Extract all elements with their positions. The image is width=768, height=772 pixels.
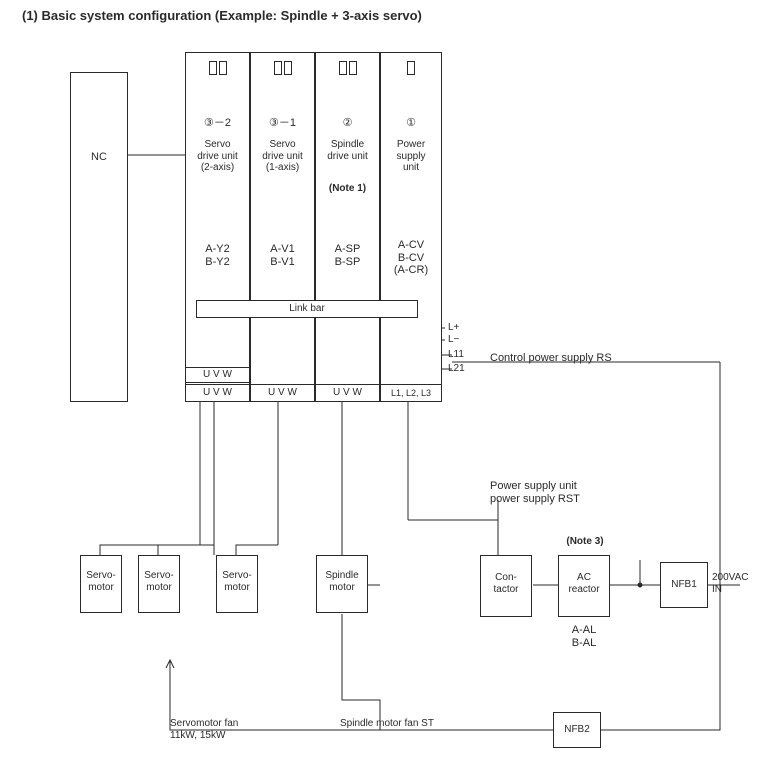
link-bar: Link bar	[196, 300, 418, 318]
page-title: (1) Basic system configuration (Example:…	[22, 8, 422, 23]
label-spindle-fan: Spindle motor fan ST	[340, 718, 434, 730]
unit3-uvw-bot: U V W	[315, 384, 380, 402]
motor-servo-3: Servo- motor	[216, 555, 258, 613]
label-200vac-in: 200VAC IN	[712, 572, 749, 595]
motor-spindle: Spindle motor	[316, 555, 368, 613]
unit1-uvw-bot: U V W	[185, 384, 250, 402]
unit2-conn-icon	[251, 61, 314, 80]
unit2-num: ③－1	[251, 117, 314, 130]
unit3-num: ②	[316, 117, 379, 130]
unit1-uvw-top: U V W	[185, 367, 250, 383]
unit4-l123: L1, L2, L3	[380, 384, 442, 402]
motor-servo-1: Servo- motor	[80, 555, 122, 613]
unit4-codes: A-CV B-CV (A-CR)	[381, 239, 441, 277]
unit2-uvw-bot: U V W	[250, 384, 315, 402]
unit2-name: Servo drive unit (1-axis)	[254, 139, 311, 174]
unit-psu: ① Power supply unit A-CV B-CV (A-CR) L1,…	[380, 52, 442, 402]
unit3-conn-icon	[316, 61, 379, 80]
block-ac-reactor: AC reactor	[558, 555, 610, 617]
motor-servo-2: Servo- motor	[138, 555, 180, 613]
unit3-note: (Note 1)	[316, 183, 379, 195]
label-reactor-codes: A-AL B-AL	[558, 624, 610, 649]
unit1-codes: A-Y2 B-Y2	[186, 243, 249, 268]
unit3-codes: A-SP B-SP	[316, 243, 379, 268]
unit1-conn-icon	[186, 61, 249, 80]
label-psu-rst: Power supply unit power supply RST	[490, 480, 580, 505]
unit4-conn-icon	[381, 61, 441, 80]
nc-label: NC	[71, 151, 127, 164]
unit1-num: ③－2	[186, 117, 249, 130]
label-note3: (Note 3)	[558, 536, 612, 548]
unit4-name: Power supply unit	[384, 139, 438, 174]
label-l21: L21	[448, 363, 465, 375]
unit3-name: Spindle drive unit	[319, 139, 376, 162]
block-nfb1: NFB1	[660, 562, 708, 608]
unit-servo-1axis: ③－1 Servo drive unit (1-axis) A-V1 B-V1 …	[250, 52, 315, 402]
unit-servo-2axis: ③－2 Servo drive unit (2-axis) A-Y2 B-Y2 …	[185, 52, 250, 402]
label-servo-fan: Servomotor fan 11kW, 15kW	[170, 718, 238, 741]
nc-block: NC	[70, 72, 128, 402]
label-l11: L11	[448, 349, 464, 361]
label-lplus: L+	[448, 322, 459, 334]
block-contactor: Con- tactor	[480, 555, 532, 617]
unit2-codes: A-V1 B-V1	[251, 243, 314, 268]
unit4-num: ①	[381, 117, 441, 130]
unit1-name: Servo drive unit (2-axis)	[189, 139, 246, 174]
unit-spindle: ② Spindle drive unit (Note 1) A-SP B-SP …	[315, 52, 380, 402]
label-lminus: L−	[448, 334, 459, 346]
block-nfb2: NFB2	[553, 712, 601, 748]
label-ctrl-rs: Control power supply RS	[490, 352, 612, 365]
